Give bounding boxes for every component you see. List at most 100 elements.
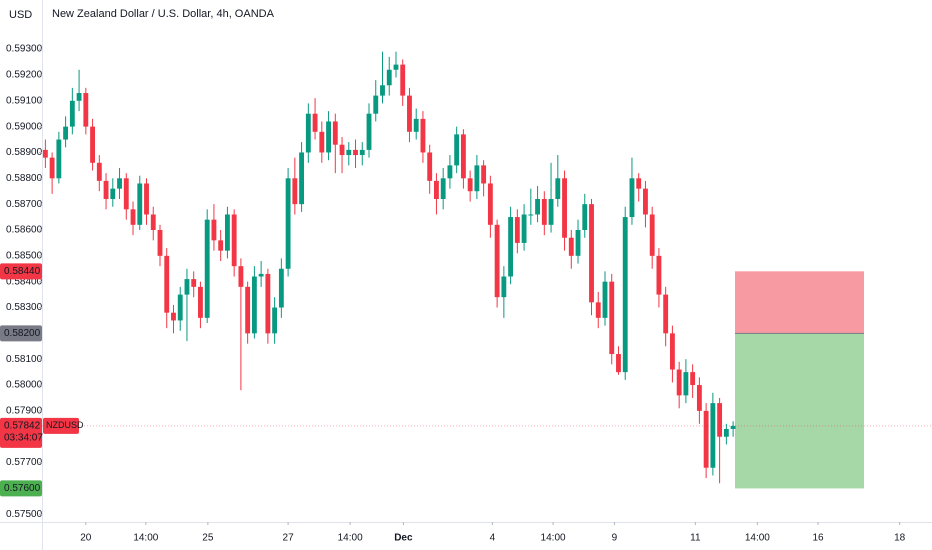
- candle-body: [413, 118, 419, 132]
- candle-body: [305, 113, 311, 153]
- y-tick-label: 0.58300: [6, 302, 43, 313]
- candle-body: [434, 180, 439, 199]
- candle-body: [683, 372, 689, 396]
- candle-body: [528, 214, 534, 216]
- candle-body: [467, 178, 473, 192]
- candle-body: [690, 372, 696, 386]
- y-tick-label: 0.58900: [6, 147, 43, 158]
- candle-body: [487, 183, 493, 225]
- candle-body: [177, 294, 183, 321]
- candle-body: [555, 178, 561, 199]
- x-tick-label: 11: [690, 533, 701, 544]
- candle-body: [703, 410, 709, 468]
- x-tick-label: 27: [283, 533, 295, 544]
- candle-body: [663, 294, 669, 334]
- candle-body: [609, 281, 615, 355]
- x-tick-label: 18: [894, 533, 906, 544]
- candle-body: [49, 157, 55, 179]
- candle-body: [278, 268, 284, 308]
- candle-body: [272, 307, 278, 334]
- countdown-label: 03:34:07: [4, 433, 43, 444]
- candle-body: [198, 286, 203, 318]
- candle-body: [292, 178, 298, 205]
- y-tick-label: 0.59100: [6, 95, 43, 106]
- entry-price-label: 0.58200: [4, 328, 41, 339]
- candle-body: [656, 255, 662, 295]
- candle-body: [575, 229, 581, 256]
- y-tick-label: 0.58400: [6, 276, 43, 287]
- candle-body: [366, 113, 372, 150]
- x-tick-label: 9: [612, 533, 618, 544]
- candle-body: [130, 209, 136, 225]
- y-tick-label: 0.59200: [6, 70, 43, 81]
- x-tick-label: 4: [490, 533, 496, 544]
- candle-body: [481, 165, 487, 184]
- chart-title: New Zealand Dollar / U.S. Dollar, 4h, OA…: [52, 8, 275, 20]
- symbol-box: [43, 417, 79, 434]
- candle-body: [568, 237, 574, 256]
- candle-body: [474, 165, 480, 192]
- candle-body: [90, 126, 95, 163]
- x-tick-label: 25: [202, 533, 214, 544]
- candle-body: [265, 273, 271, 334]
- price-axis: 0.575000.576000.577000.578000.579000.580…: [0, 44, 84, 520]
- candle-body: [636, 178, 642, 189]
- candle-body: [83, 93, 89, 127]
- candle-body: [191, 279, 197, 287]
- candle-body: [69, 100, 75, 127]
- candle-body: [400, 64, 406, 96]
- entry-price-box: [0, 325, 42, 342]
- y-tick-label: 0.59300: [6, 44, 43, 55]
- candle-body: [56, 139, 62, 179]
- candle-body: [218, 240, 224, 251]
- candle-body: [501, 276, 507, 298]
- candle-body: [137, 183, 143, 225]
- stop-price-box: [0, 263, 42, 280]
- candle-body: [595, 302, 601, 318]
- stop-zone: [735, 271, 864, 334]
- target-price-box: [0, 480, 42, 497]
- target-zone: [735, 333, 864, 489]
- candle-body: [541, 198, 547, 225]
- candle-body: [211, 219, 217, 241]
- candle-body: [386, 69, 392, 86]
- candle-body: [730, 425, 736, 429]
- candle-body: [508, 217, 514, 277]
- x-tick-label: 16: [812, 533, 824, 544]
- currency-label: USD: [9, 9, 32, 21]
- candle-body: [454, 134, 460, 166]
- candle-body: [373, 95, 379, 114]
- candle-body: [117, 178, 122, 189]
- candle-body: [332, 121, 338, 145]
- plot-area: [42, 51, 932, 489]
- candle-body: [589, 204, 594, 303]
- x-tick-label: Dec: [394, 533, 413, 544]
- y-tick-label: 0.58000: [6, 380, 43, 391]
- candle-body: [231, 214, 237, 267]
- candle-body: [171, 312, 176, 321]
- candle-body: [238, 266, 244, 287]
- candle-body: [251, 276, 257, 334]
- target-price-label: 0.57600: [4, 483, 41, 494]
- symbol-label: NZDUSD: [46, 420, 84, 430]
- candle-body: [285, 178, 291, 269]
- candle-body: [629, 178, 635, 218]
- x-tick-label: 14:00: [338, 533, 363, 544]
- candle-body: [669, 333, 675, 370]
- x-tick-label: 14:00: [541, 533, 566, 544]
- current-price-label: 0.57842: [4, 421, 41, 432]
- y-tick-label: 0.58500: [6, 250, 43, 261]
- candle-body: [447, 165, 453, 179]
- candle-body: [717, 403, 723, 437]
- candle-body: [346, 149, 352, 156]
- candle-body: [245, 286, 251, 334]
- y-tick-label: 0.57700: [6, 457, 43, 468]
- candle-body: [676, 369, 682, 396]
- candle-body: [548, 198, 554, 225]
- candle-body: [696, 385, 702, 411]
- candle-body: [204, 219, 210, 318]
- x-tick-label: 14:00: [745, 533, 770, 544]
- y-tick-label: 0.58100: [6, 354, 43, 365]
- candle-body: [380, 85, 385, 96]
- candle-body: [224, 214, 230, 251]
